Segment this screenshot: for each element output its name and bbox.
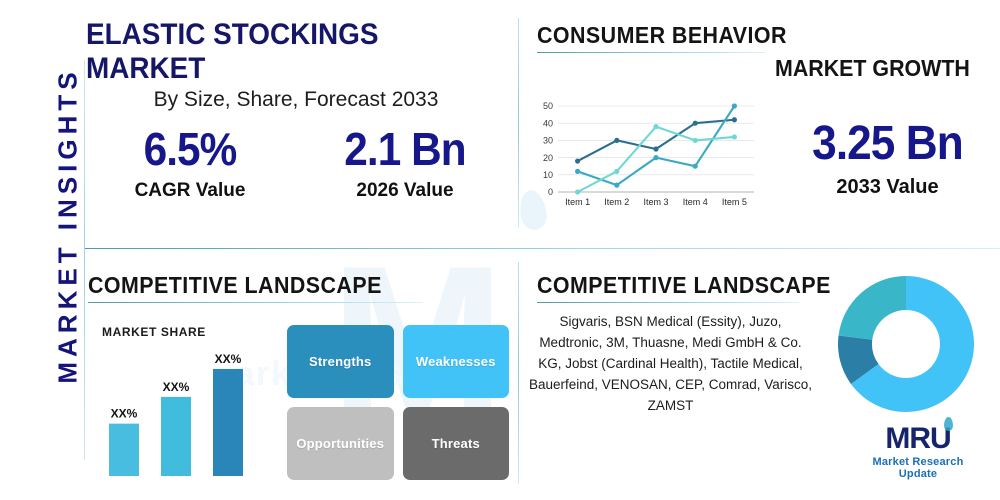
bar-value-label-3: XX% [215, 352, 242, 366]
data-point [692, 120, 698, 126]
sidebar-label: MARKET INSIGHTS [52, 67, 83, 384]
donut-segment-2 [838, 335, 879, 384]
x-axis-tick-label: Item 4 [683, 197, 708, 207]
y-axis-tick-label: 40 [543, 118, 553, 128]
data-point [575, 189, 581, 195]
bar-value-label-2: XX% [163, 380, 190, 394]
data-point [731, 134, 737, 140]
y-axis-tick-label: 20 [543, 153, 553, 163]
page-title: ELASTIC STOCKINGS MARKET [86, 18, 379, 85]
horizontal-divider [85, 248, 1000, 249]
data-point [614, 168, 620, 174]
x-axis-tick-label: Item 2 [604, 197, 629, 207]
section-heading-consumer-behavior: CONSUMER BEHAVIOR [537, 22, 787, 48]
stat-cagr: 6.5% CAGR Value [100, 126, 280, 202]
y-axis-tick-label: 10 [543, 170, 553, 180]
stat-2026-value: 2.1 Bn [344, 123, 466, 175]
data-point [575, 168, 581, 174]
consumer-behavior-line-chart: 0 10 20 30 40 50 Item 1 Item 2 Item 3 Item 4 Item … [543, 101, 754, 207]
x-axis-tick-label: Item 3 [643, 197, 668, 207]
donut-segment-1 [850, 276, 974, 412]
brand-logo: MRU Market Research Update [852, 417, 984, 480]
stat-cagr-value: 6.5% [143, 123, 238, 175]
data-point [692, 137, 698, 143]
stat-cagr-caption: CAGR Value [134, 180, 246, 201]
data-point [614, 182, 620, 188]
bar-value-label-1: XX% [111, 407, 138, 421]
x-axis-tick-label: Item 1 [565, 197, 590, 207]
data-point [731, 117, 737, 123]
section-underline-competitive-right [537, 302, 799, 303]
donut-segment-3 [838, 276, 906, 340]
swot-cell-opportunities[interactable]: Opportunities [287, 407, 394, 480]
brand-logo-subtitle: Market Research Update [872, 456, 964, 480]
data-point [614, 137, 620, 143]
section-underline-competitive-left [88, 302, 423, 303]
y-axis-tick-label: 50 [543, 101, 553, 111]
brand-logo-text: MRU [885, 422, 951, 455]
bar-2 [161, 396, 191, 476]
droplet-icon [943, 417, 953, 431]
swot-cell-weaknesses[interactable]: Weaknesses [402, 325, 509, 398]
swot-cell-threats[interactable]: Threats [402, 407, 509, 480]
swot-cell-strengths[interactable]: Strengths [287, 325, 394, 398]
stat-2026-caption: 2026 Value [356, 180, 454, 201]
vertical-divider-bottom [518, 262, 519, 484]
company-list: Sigvaris, BSN Medical (Essity), Juzo, Me… [528, 314, 813, 413]
x-axis-tick-label: Item 5 [722, 197, 747, 207]
data-point [653, 124, 659, 130]
data-point [575, 158, 581, 164]
stat-2033-caption: 2033 Value [836, 176, 939, 198]
stat-2033: 3.25 Bn 2033 Value [775, 120, 1000, 199]
section-heading-competitive-landscape-left: COMPETITIVE LANDSCAPE [88, 272, 382, 298]
market-share-bar-chart: XX% XX% XX% [109, 352, 243, 476]
stat-2026: 2.1 Bn 2026 Value [310, 126, 500, 202]
bar-3 [213, 368, 243, 476]
vertical-divider-top [518, 18, 519, 228]
section-heading-competitive-landscape-right: COMPETITIVE LANDSCAPE [537, 272, 831, 298]
page-subtitle: By Size, Share, Forecast 2033 [153, 88, 439, 111]
data-point [653, 146, 659, 152]
section-heading-market-growth: MARKET GROWTH [775, 55, 970, 81]
swot-grid: Strengths Weaknesses Opportunities Threa… [287, 325, 509, 480]
bar-1 [109, 423, 139, 476]
line-series-2 [576, 104, 736, 187]
sidebar-rule [84, 60, 85, 460]
y-axis-tick-label: 0 [548, 187, 553, 197]
market-share-title: MARKET SHARE [102, 325, 206, 339]
section-underline-consumer-behavior [537, 52, 765, 53]
y-axis-tick-label: 30 [543, 136, 553, 146]
stat-2033-value: 3.25 Bn [812, 117, 964, 170]
data-point [653, 155, 659, 161]
market-share-donut-chart [838, 276, 974, 412]
brand-logo-mark: MRU [885, 417, 953, 455]
data-point [731, 103, 737, 109]
data-point [692, 163, 698, 169]
